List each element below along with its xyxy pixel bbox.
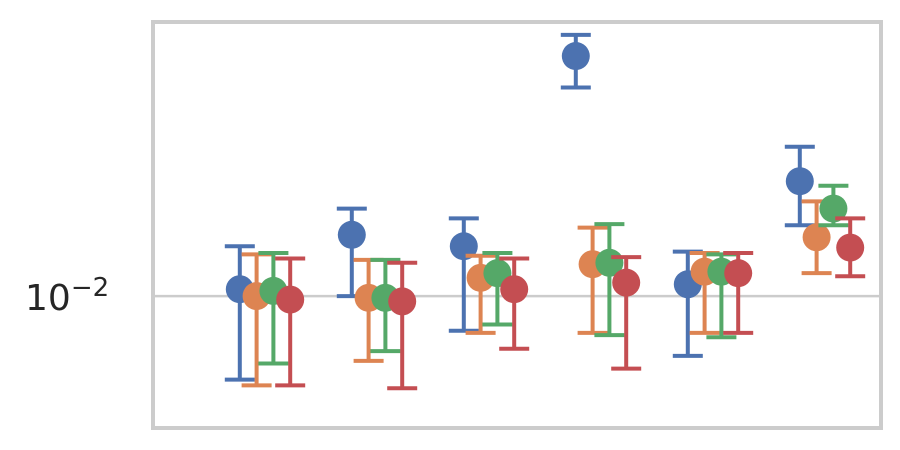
data-point xyxy=(353,257,384,363)
data-point xyxy=(723,250,754,335)
data-point xyxy=(275,256,306,388)
plot-frame xyxy=(151,20,883,430)
data-point xyxy=(387,260,418,391)
series-2 xyxy=(241,199,832,388)
point-marker xyxy=(785,167,814,196)
series-group xyxy=(224,32,866,391)
data-point xyxy=(801,199,832,276)
data-point xyxy=(835,216,866,279)
point-marker xyxy=(612,268,641,297)
data-point xyxy=(499,256,530,351)
series-4 xyxy=(275,216,866,391)
point-marker xyxy=(724,259,753,288)
data-point xyxy=(784,144,815,228)
data-point xyxy=(448,216,479,333)
point-marker xyxy=(819,194,848,223)
point-marker xyxy=(388,287,417,316)
data-point xyxy=(577,225,608,335)
series-3 xyxy=(258,183,849,366)
point-marker xyxy=(337,220,366,249)
point-marker xyxy=(561,42,590,71)
point-marker xyxy=(276,285,305,314)
series-1 xyxy=(224,32,815,382)
y-tick-label: 10−2 xyxy=(25,273,109,319)
y-axis-ticks: 10−2 xyxy=(25,273,109,319)
point-marker xyxy=(836,233,865,262)
point-marker xyxy=(500,275,529,304)
data-point xyxy=(224,244,255,382)
data-point xyxy=(336,206,367,299)
data-point xyxy=(560,32,591,90)
point-marker xyxy=(802,223,831,252)
data-point xyxy=(818,183,849,228)
data-point xyxy=(611,255,642,371)
point-marker xyxy=(449,232,478,261)
data-point xyxy=(241,252,272,388)
